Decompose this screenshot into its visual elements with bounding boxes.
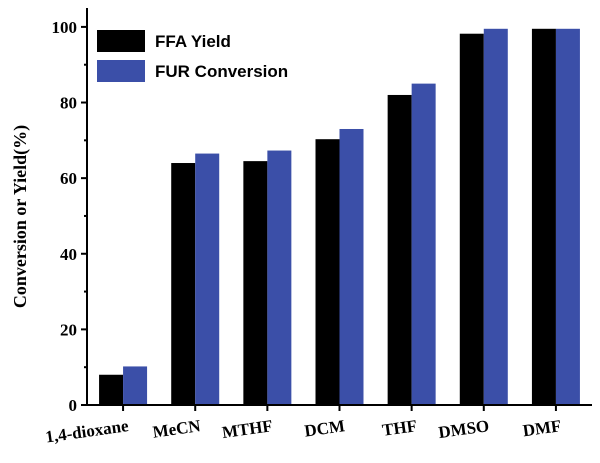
bar-fur-conversion-dcm (339, 128, 364, 405)
bar-fur-conversion-mthf (267, 150, 292, 405)
legend-swatch-fur-conversion (97, 60, 145, 82)
y-axis-title: Conversion or Yield(%) (10, 125, 31, 308)
y-tick-label-80: 80 (60, 94, 77, 113)
x-tick-label-1-4-dioxane: 1,4-dioxane (44, 416, 130, 447)
x-tick-label-mthf: MTHF (221, 416, 274, 442)
bar-fur-conversion-mecn (195, 153, 220, 405)
y-tick-label-0: 0 (69, 396, 78, 415)
y-tick-label-100: 100 (52, 18, 78, 37)
bar-fur-conversion-dmso (483, 28, 508, 406)
bar-ffa-yield-1-4-dioxane (99, 374, 124, 405)
bar-ffa-yield-mthf (243, 161, 268, 405)
x-tick-label-thf: THF (381, 416, 418, 440)
y-tick-label-60: 60 (60, 169, 77, 188)
bar-fur-conversion-thf (411, 83, 436, 405)
legend: FFA Yield FUR Conversion (97, 30, 288, 82)
bars-group (99, 28, 580, 406)
legend-label-fur-conversion: FUR Conversion (155, 62, 288, 81)
x-tick-label-dcm: DCM (303, 416, 346, 440)
bar-ffa-yield-dmso (459, 33, 484, 405)
x-ticks-group: 1,4-dioxane MeCN MTHF DCM THF DMSO DMF (44, 405, 562, 447)
x-tick-label-dmso: DMSO (437, 416, 490, 442)
y-ticks-group: 0 20 40 60 80 100 (52, 18, 87, 415)
legend-label-ffa-yield: FFA Yield (155, 32, 231, 51)
y-tick-label-20: 20 (60, 320, 77, 339)
y-tick-label-40: 40 (60, 245, 77, 264)
bar-ffa-yield-dmf (531, 28, 556, 406)
x-tick-label-dmf: DMF (521, 416, 562, 440)
legend-swatch-ffa-yield (97, 30, 145, 52)
bar-fur-conversion-1-4-dioxane (123, 366, 148, 405)
bar-ffa-yield-dcm (315, 139, 340, 406)
bar-ffa-yield-mecn (171, 163, 196, 405)
bar-ffa-yield-thf (387, 94, 412, 405)
x-tick-label-mecn: MeCN (151, 416, 202, 442)
bar-fur-conversion-dmf (555, 28, 580, 406)
